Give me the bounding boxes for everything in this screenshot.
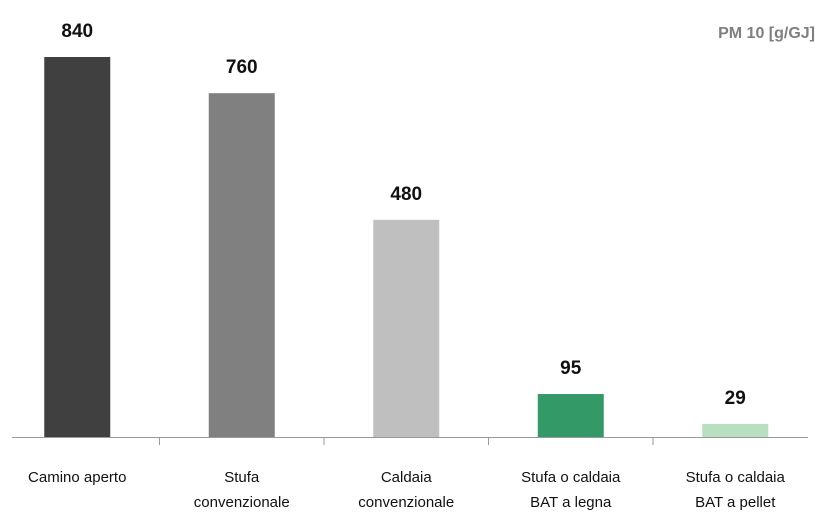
- x-tick-label: convenzionale: [194, 494, 290, 511]
- value-label: 480: [390, 184, 422, 205]
- bar: [702, 423, 769, 437]
- bar: [44, 57, 111, 437]
- bar: [373, 219, 440, 437]
- value-label: 840: [61, 21, 93, 42]
- value-label: 29: [725, 388, 746, 409]
- x-tick-label: Stufa: [224, 469, 260, 486]
- x-tick-label: Caldaia: [381, 469, 433, 486]
- bar: [208, 93, 275, 437]
- bar: [537, 394, 604, 437]
- chart-title: PM 10 [g/GJ]: [718, 25, 815, 42]
- x-tick-label: Camino aperto: [28, 469, 126, 486]
- x-tick-label: BAT a pellet: [695, 494, 776, 511]
- value-label: 760: [226, 57, 258, 78]
- value-label: 95: [560, 358, 582, 379]
- x-tick-label: convenzionale: [358, 494, 454, 511]
- x-tick-label: Stufa o caldaia: [521, 469, 621, 486]
- x-tick-label: BAT a legna: [530, 494, 612, 511]
- x-tick-label: Stufa o caldaia: [686, 469, 786, 486]
